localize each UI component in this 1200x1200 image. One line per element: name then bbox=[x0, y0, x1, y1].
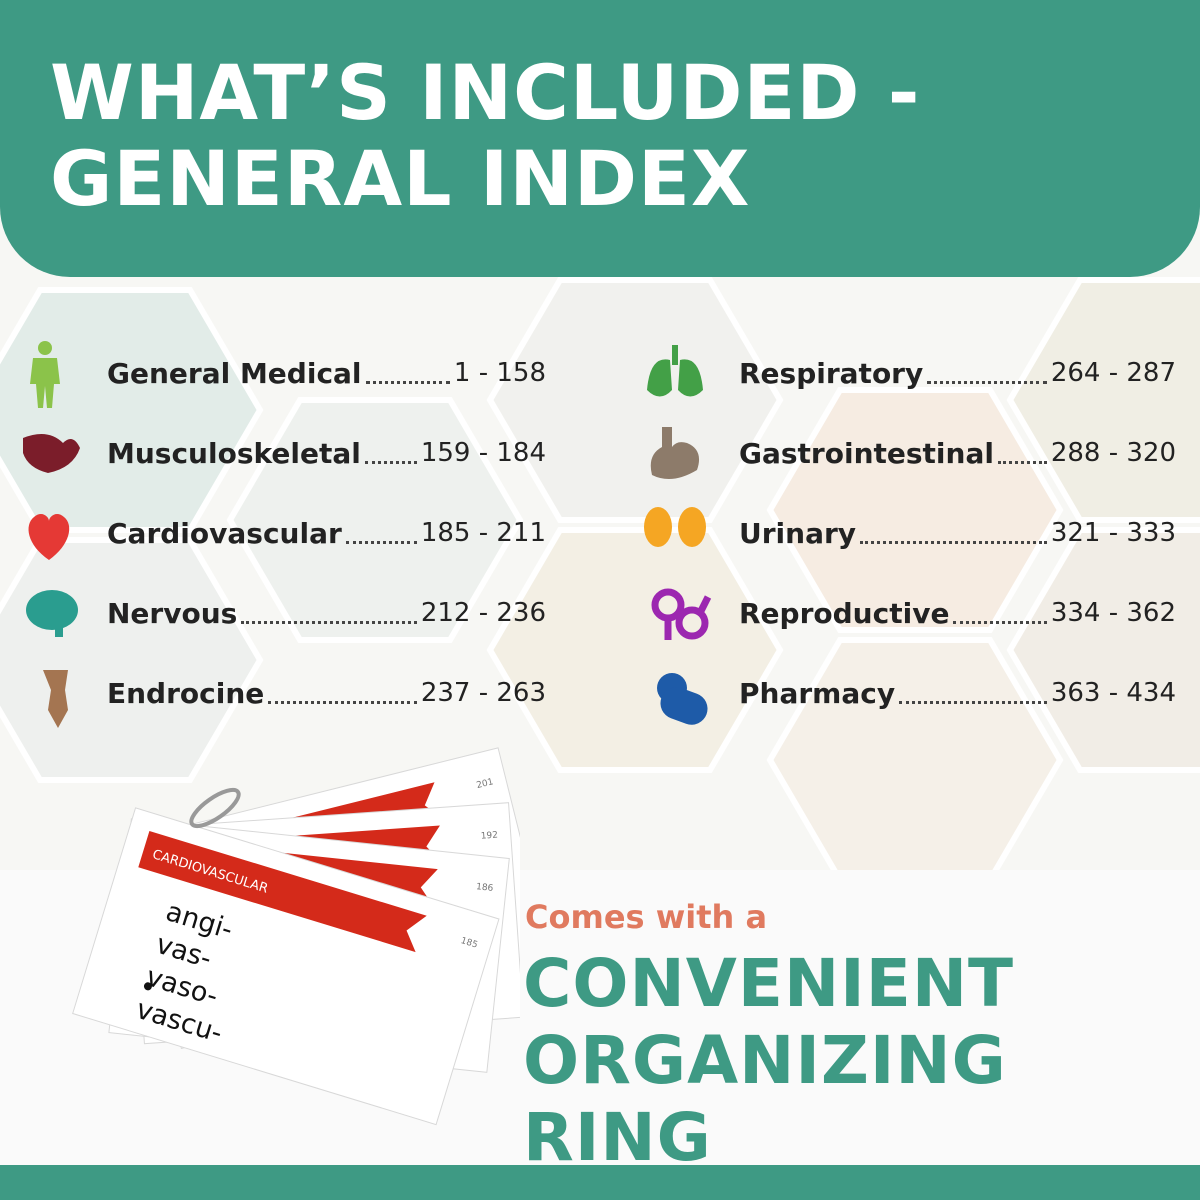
index-label: Pharmacy bbox=[739, 676, 896, 710]
icon-lungs bbox=[647, 345, 703, 397]
index-row: Musculoskeletal 159 - 184 bbox=[107, 423, 546, 483]
title-line: WHAT’S INCLUDED - bbox=[50, 48, 921, 137]
dot-leader bbox=[997, 460, 1047, 464]
icon-gender bbox=[651, 588, 712, 640]
index-row: Cardiovascular 185 - 211 bbox=[107, 503, 546, 563]
index-label: Reproductive bbox=[739, 596, 950, 630]
dot-leader bbox=[241, 620, 417, 624]
index-range: 363 - 434 bbox=[1050, 678, 1176, 708]
title-line: GENERAL INDEX bbox=[50, 134, 751, 223]
card-body bbox=[72, 807, 500, 1126]
dot-leader bbox=[365, 380, 450, 384]
index-label: Cardiovascular bbox=[107, 516, 342, 550]
index-range: 212 - 236 bbox=[420, 598, 546, 628]
index-label: Respiratory bbox=[739, 356, 924, 390]
index-row: Pharmacy 363 - 434 bbox=[739, 663, 1176, 723]
dot-leader bbox=[899, 700, 1047, 704]
dot-leader bbox=[268, 700, 417, 704]
card-band bbox=[138, 830, 427, 953]
index-range: 288 - 320 bbox=[1050, 438, 1176, 468]
index-label: Nervous bbox=[107, 596, 238, 630]
icon-muscle bbox=[23, 434, 80, 473]
dot-leader bbox=[953, 620, 1047, 624]
ring bbox=[189, 787, 241, 829]
icon-pills bbox=[657, 673, 708, 725]
index-row: Reproductive 334 - 362 bbox=[739, 583, 1176, 643]
card-number: 201 bbox=[475, 777, 494, 791]
index-row: Nervous 212 - 236 bbox=[107, 583, 546, 643]
index-range: 159 - 184 bbox=[420, 438, 546, 468]
header: WHAT’S INCLUDED - GENERAL INDEX bbox=[0, 0, 1200, 277]
index-row: Respiratory 264 - 287 bbox=[739, 343, 1176, 403]
card-dots bbox=[143, 982, 152, 991]
index-row: Endrocine 237 - 263 bbox=[107, 663, 546, 723]
index-range: 185 - 211 bbox=[420, 518, 546, 548]
card-number: 192 bbox=[480, 831, 498, 842]
index-range: 1 - 158 bbox=[453, 358, 546, 388]
icon-kidneys bbox=[644, 507, 706, 547]
index-range: 237 - 263 bbox=[420, 678, 546, 708]
tagline-line: CONVENIENT bbox=[523, 945, 1015, 1022]
tagline-line: ORGANIZING RING bbox=[523, 1022, 1007, 1176]
dot-leader bbox=[927, 380, 1047, 384]
dot-leader bbox=[364, 460, 417, 464]
tagline-intro: Comes with a bbox=[525, 898, 768, 936]
dot-leader bbox=[860, 540, 1047, 544]
dot-leader bbox=[345, 540, 417, 544]
index-range: 321 - 333 bbox=[1050, 518, 1176, 548]
icon-heart bbox=[28, 514, 70, 560]
index-label: Musculoskeletal bbox=[107, 436, 361, 470]
index-row: Urinary 321 - 333 bbox=[739, 503, 1176, 563]
index-range: 264 - 287 bbox=[1050, 358, 1176, 388]
bottom-strip bbox=[0, 1165, 1200, 1200]
card-number: 185 bbox=[459, 936, 478, 951]
icon-thyroid bbox=[43, 670, 68, 728]
index-label: Urinary bbox=[739, 516, 857, 550]
index-label: General Medical bbox=[107, 356, 362, 390]
index-range: 334 - 362 bbox=[1050, 598, 1176, 628]
card-stack: CARDIOVASCULAR201CARDIOVASCULAR192CARDIO… bbox=[72, 747, 520, 1126]
index-label: Gastrointestinal bbox=[739, 436, 994, 470]
index-row: Gastrointestinal 288 - 320 bbox=[739, 423, 1176, 483]
icon-body bbox=[30, 341, 60, 408]
icon-brain bbox=[26, 590, 78, 637]
index-row: General Medical 1 - 158 bbox=[107, 343, 546, 403]
index-label: Endrocine bbox=[107, 676, 265, 710]
card-number: 186 bbox=[476, 882, 494, 894]
icon-stomach bbox=[650, 427, 700, 479]
